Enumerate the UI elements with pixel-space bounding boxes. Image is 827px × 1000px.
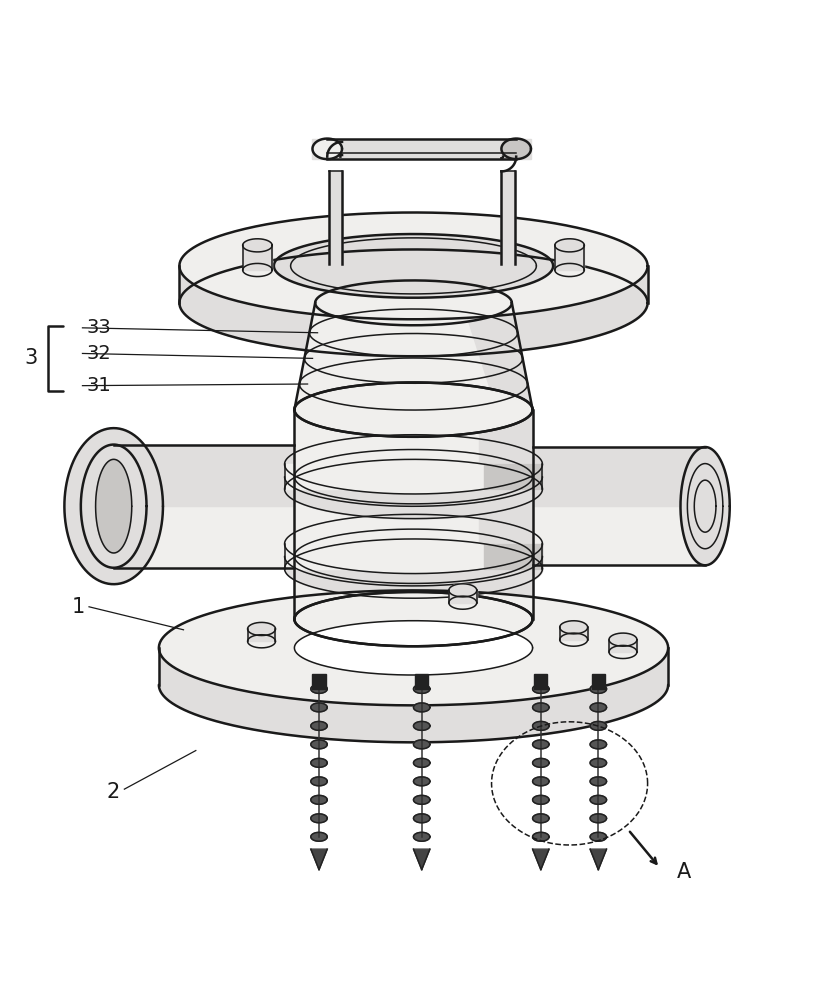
Polygon shape <box>560 621 588 634</box>
Polygon shape <box>485 544 543 569</box>
Polygon shape <box>294 382 533 437</box>
Polygon shape <box>555 239 585 252</box>
Polygon shape <box>590 832 606 841</box>
Polygon shape <box>414 758 430 767</box>
Text: 2: 2 <box>106 782 119 802</box>
Polygon shape <box>533 832 549 841</box>
Polygon shape <box>590 684 606 693</box>
Polygon shape <box>414 795 430 804</box>
Polygon shape <box>609 640 637 652</box>
Polygon shape <box>311 758 327 767</box>
Polygon shape <box>284 464 543 489</box>
Polygon shape <box>555 245 585 270</box>
Polygon shape <box>533 703 549 712</box>
Polygon shape <box>533 849 549 870</box>
Polygon shape <box>242 245 272 270</box>
Polygon shape <box>590 758 606 767</box>
Polygon shape <box>681 447 729 565</box>
Polygon shape <box>247 629 275 641</box>
Polygon shape <box>311 721 327 730</box>
Polygon shape <box>284 544 543 569</box>
Polygon shape <box>560 627 588 640</box>
Polygon shape <box>501 171 514 264</box>
Polygon shape <box>313 139 342 159</box>
Polygon shape <box>479 410 533 619</box>
Polygon shape <box>414 703 430 712</box>
Polygon shape <box>415 674 428 689</box>
Text: A: A <box>676 862 691 882</box>
Polygon shape <box>590 721 606 730</box>
Text: 32: 32 <box>87 344 112 363</box>
Polygon shape <box>533 814 549 823</box>
Polygon shape <box>501 139 531 159</box>
Polygon shape <box>113 445 294 506</box>
Polygon shape <box>462 303 533 410</box>
Polygon shape <box>590 703 606 712</box>
Text: 31: 31 <box>87 376 112 395</box>
Polygon shape <box>533 758 549 767</box>
Polygon shape <box>414 684 430 693</box>
Polygon shape <box>329 171 342 264</box>
Polygon shape <box>533 721 549 730</box>
Polygon shape <box>414 721 430 730</box>
Polygon shape <box>242 239 272 252</box>
Polygon shape <box>533 684 549 693</box>
Polygon shape <box>485 464 543 489</box>
Text: 33: 33 <box>87 318 112 337</box>
Polygon shape <box>113 445 294 568</box>
Polygon shape <box>311 740 327 749</box>
Polygon shape <box>414 740 430 749</box>
Polygon shape <box>274 234 553 298</box>
Polygon shape <box>414 832 430 841</box>
Polygon shape <box>311 684 327 693</box>
Polygon shape <box>592 674 605 689</box>
Polygon shape <box>449 584 476 597</box>
Polygon shape <box>294 410 533 619</box>
Polygon shape <box>311 703 327 712</box>
Polygon shape <box>533 795 549 804</box>
Polygon shape <box>590 814 606 823</box>
Polygon shape <box>313 139 531 159</box>
Text: 1: 1 <box>72 597 85 617</box>
Polygon shape <box>533 447 705 506</box>
Polygon shape <box>609 633 637 646</box>
Polygon shape <box>96 459 131 553</box>
Polygon shape <box>247 622 275 636</box>
Polygon shape <box>311 777 327 786</box>
Polygon shape <box>294 303 533 410</box>
Polygon shape <box>534 674 547 689</box>
Polygon shape <box>533 740 549 749</box>
Polygon shape <box>159 590 668 705</box>
Polygon shape <box>414 849 430 870</box>
Polygon shape <box>533 777 549 786</box>
Polygon shape <box>311 832 327 841</box>
Polygon shape <box>313 674 326 689</box>
Polygon shape <box>179 212 648 319</box>
Polygon shape <box>590 740 606 749</box>
Polygon shape <box>311 849 327 870</box>
Polygon shape <box>590 777 606 786</box>
Polygon shape <box>590 795 606 804</box>
Polygon shape <box>311 814 327 823</box>
Text: 3: 3 <box>25 348 38 368</box>
Polygon shape <box>590 849 606 870</box>
Polygon shape <box>65 428 163 584</box>
Polygon shape <box>533 447 705 565</box>
Polygon shape <box>311 795 327 804</box>
Polygon shape <box>414 777 430 786</box>
Polygon shape <box>179 212 648 319</box>
Polygon shape <box>414 814 430 823</box>
Polygon shape <box>449 590 476 603</box>
